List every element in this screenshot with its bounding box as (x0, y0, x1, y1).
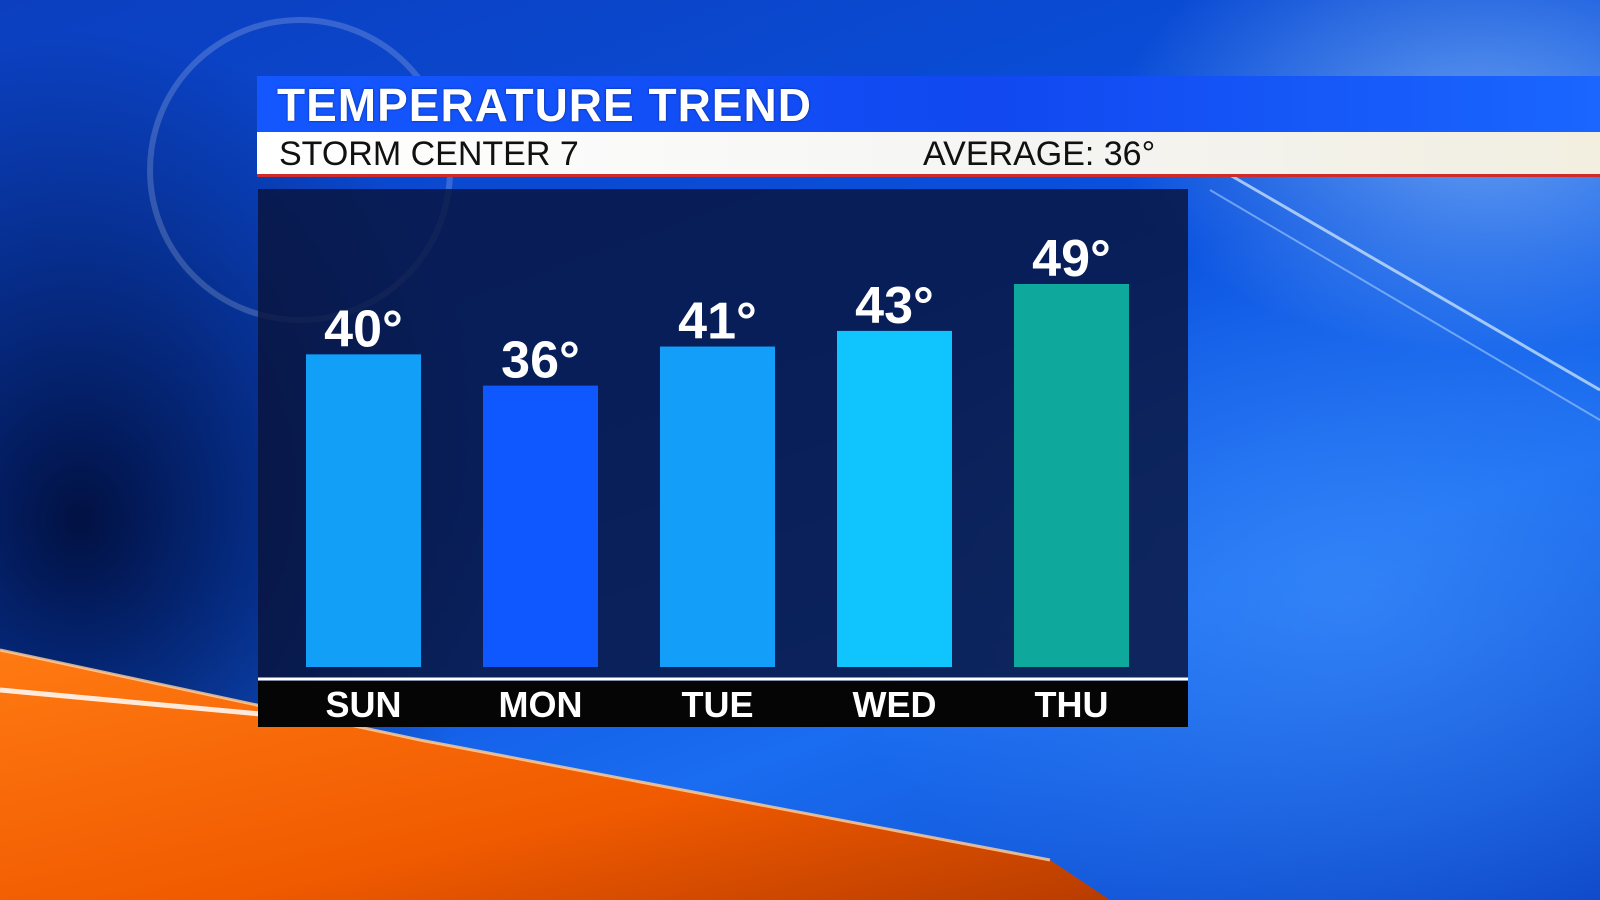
value-label-tue: 41° (678, 293, 757, 351)
chart-title: TEMPERATURE TREND (277, 79, 812, 131)
day-label-strip (258, 681, 1188, 727)
day-label-sun: SUN (325, 684, 401, 725)
value-label-wed: 43° (855, 277, 934, 335)
bar-sun (306, 354, 421, 667)
title-bar: TEMPERATURE TREND (257, 76, 1600, 132)
bar-tue (660, 346, 775, 667)
value-label-mon: 36° (501, 332, 580, 390)
bars-group: 40° SUN 36° MON 41° TUE 43° WED 49° THU (306, 230, 1129, 725)
station-name: STORM CENTER 7 (279, 135, 579, 173)
day-label-mon: MON (499, 684, 583, 725)
chart-panel: 40° SUN 36° MON 41° TUE 43° WED 49° THU (258, 189, 1188, 727)
bar-thu (1014, 284, 1129, 667)
value-label-sun: 40° (324, 300, 403, 358)
value-label-thu: 49° (1032, 230, 1111, 288)
bar-mon (483, 385, 598, 667)
day-label-tue: TUE (682, 684, 754, 725)
average-temperature: AVERAGE: 36° (923, 135, 1156, 173)
bar-wed (837, 330, 952, 667)
subtitle-bar: STORM CENTER 7 AVERAGE: 36° (257, 132, 1600, 177)
day-label-thu: THU (1035, 684, 1109, 725)
day-label-wed: WED (853, 684, 937, 725)
bar-chart: 40° SUN 36° MON 41° TUE 43° WED 49° THU (258, 230, 1188, 725)
